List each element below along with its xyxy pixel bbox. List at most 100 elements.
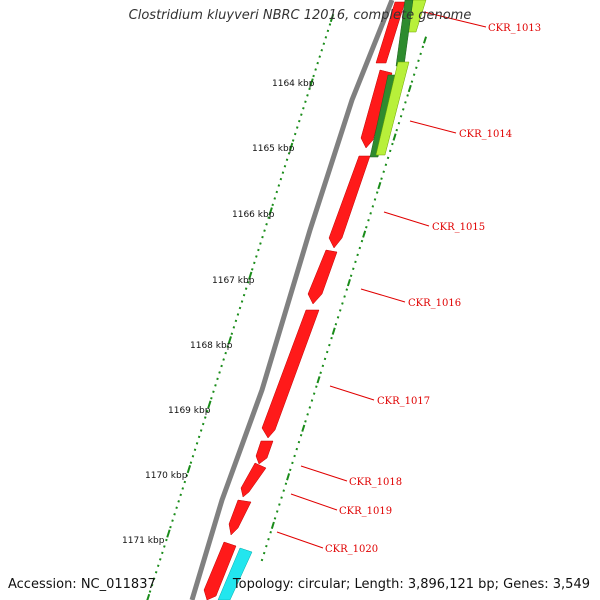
tick-mark	[336, 316, 340, 319]
gene-label-ckr-1013[interactable]: CKR_1013	[488, 23, 541, 34]
tick-mark	[352, 267, 355, 271]
kbp-label: 1170 kbp	[145, 471, 188, 481]
tick-mark	[259, 242, 262, 245]
gene-arrow[interactable]	[203, 541, 237, 600]
tick-mark	[286, 473, 291, 481]
tick-mark	[386, 156, 390, 160]
forward-gene-track	[203, 1, 406, 600]
tick-mark	[295, 447, 299, 451]
tick-mark	[267, 216, 270, 220]
tick-mark	[148, 590, 152, 593]
tick-mark	[146, 593, 151, 600]
tick-mark	[173, 512, 176, 516]
tick-mark	[298, 119, 301, 123]
tick-mark	[391, 142, 394, 146]
tick-mark	[297, 440, 301, 444]
tick-mark	[291, 461, 294, 465]
tick-mark	[309, 78, 314, 87]
kbp-ruler: 1164 kbp 1165 kbp 1166 kbp 1167 kbp 1168…	[122, 79, 315, 546]
tick-mark	[302, 106, 305, 110]
tick-mark	[152, 577, 156, 580]
tick-mark	[227, 336, 232, 345]
tick-mark	[191, 454, 195, 458]
tick-mark	[156, 564, 160, 568]
gene-arrow[interactable]	[228, 499, 252, 536]
tick-mark	[224, 351, 227, 355]
tick-mark	[189, 461, 193, 464]
gene-arrow[interactable]	[369, 74, 397, 158]
gene-label-ckr-1014[interactable]: CKR_1014	[459, 129, 512, 140]
leader-line	[409, 120, 457, 134]
tick-mark	[288, 142, 294, 152]
gene-arrow[interactable]	[360, 69, 393, 149]
tick-mark	[377, 181, 382, 190]
tick-mark	[171, 519, 174, 522]
tick-mark	[185, 474, 189, 477]
tick-mark	[275, 510, 279, 513]
tick-mark	[312, 392, 316, 395]
tick-mark	[246, 280, 250, 284]
gene-arrow[interactable]	[375, 1, 406, 64]
tick-mark	[334, 323, 338, 326]
tick-mark	[388, 149, 392, 153]
gene-label-ckr-1016[interactable]: CKR_1016	[408, 298, 461, 309]
tick-mark	[315, 385, 318, 388]
gene-arrow[interactable]	[307, 249, 338, 305]
tick-mark	[283, 164, 287, 168]
tick-mark	[175, 506, 178, 510]
tick-mark	[279, 177, 283, 181]
tick-mark	[323, 357, 327, 361]
tick-mark	[216, 377, 219, 381]
tick-mark	[384, 163, 388, 167]
gene-label-ckr-1015[interactable]: CKR_1015	[432, 222, 485, 233]
tick-mark	[186, 464, 192, 474]
gene-arrow[interactable]	[261, 309, 320, 439]
tick-mark	[193, 448, 197, 452]
tick-mark	[380, 177, 383, 180]
tick-mark	[325, 350, 329, 354]
tick-mark	[306, 94, 309, 97]
tick-mark	[263, 229, 266, 232]
tick-mark	[349, 274, 353, 277]
tick-mark	[417, 59, 420, 63]
tick-mark	[236, 313, 240, 316]
tick-mark	[399, 115, 403, 118]
tick-mark	[404, 101, 407, 104]
gene-arrow[interactable]	[255, 440, 274, 465]
gene-label-ckr-1017[interactable]: CKR_1017	[377, 396, 430, 407]
tick-mark	[226, 345, 229, 348]
gene-arrow[interactable]	[328, 155, 371, 249]
tick-mark	[207, 400, 212, 409]
gene-label-ckr-1019[interactable]: CKR_1019	[339, 506, 392, 517]
tick-mark	[253, 261, 256, 265]
tick-mark	[212, 390, 215, 394]
leader-line	[423, 11, 487, 28]
tick-mark	[260, 558, 264, 562]
gene-arrow[interactable]	[375, 61, 410, 156]
tick-mark	[275, 190, 279, 194]
gene-label-ckr-1018[interactable]: CKR_1018	[349, 477, 402, 488]
tick-mark	[285, 158, 289, 162]
tick-mark	[232, 326, 236, 329]
gene-arrow[interactable]	[217, 547, 253, 600]
tick-mark	[291, 139, 295, 142]
kbp-label: 1165 kbp	[252, 144, 295, 154]
tick-mark	[271, 203, 274, 207]
tick-mark	[265, 222, 268, 226]
tick-mark	[262, 551, 266, 555]
tick-mark	[265, 544, 268, 548]
gene-arrow[interactable]	[240, 462, 267, 498]
tick-mark	[201, 422, 205, 426]
tick-mark	[257, 248, 260, 252]
tick-mark	[222, 358, 225, 361]
tick-mark	[421, 45, 425, 49]
tick-mark	[244, 287, 248, 290]
tick-mark	[268, 207, 273, 216]
kbp-label: 1164 kbp	[272, 79, 315, 89]
tick-mark	[382, 170, 385, 173]
tick-mark	[165, 538, 168, 542]
tick-mark	[407, 84, 412, 93]
gene-label-ckr-1020[interactable]: CKR_1020	[325, 544, 378, 555]
tick-mark	[319, 371, 322, 375]
tick-mark	[282, 489, 285, 492]
